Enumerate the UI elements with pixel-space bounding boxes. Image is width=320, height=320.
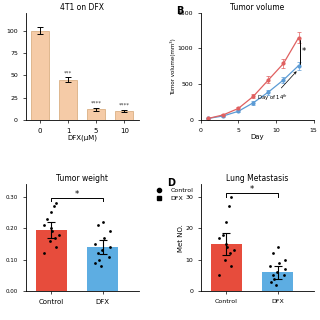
Point	[217, 235, 222, 240]
Point	[107, 254, 112, 259]
Point	[272, 276, 277, 281]
Point	[229, 194, 234, 199]
Point	[232, 248, 237, 253]
Point	[270, 273, 276, 278]
Point	[49, 210, 54, 215]
Point	[217, 273, 222, 278]
Point	[53, 244, 59, 250]
Text: *: *	[301, 47, 306, 56]
Text: D: D	[167, 178, 175, 188]
Point	[228, 263, 234, 268]
Point	[96, 222, 101, 228]
Point	[108, 229, 113, 234]
Point	[52, 235, 58, 240]
Point	[220, 232, 225, 237]
Text: *: *	[75, 190, 79, 199]
Text: ***: ***	[64, 70, 72, 75]
Point	[57, 232, 62, 237]
Legend: Control, DFX: Control, DFX	[151, 185, 196, 204]
Point	[282, 273, 287, 278]
Point	[227, 204, 232, 209]
Title: Tumor volume: Tumor volume	[230, 3, 284, 12]
Title: Lung Metastasis: Lung Metastasis	[226, 174, 288, 183]
Point	[271, 251, 276, 256]
Point	[49, 226, 54, 231]
Point	[98, 263, 103, 268]
Point	[102, 235, 107, 240]
Title: 4T1 on DFX: 4T1 on DFX	[60, 3, 104, 12]
Point	[54, 200, 59, 205]
Point	[277, 260, 282, 265]
Point	[273, 282, 278, 287]
Point	[97, 257, 102, 262]
Bar	[59, 80, 77, 120]
Text: Day of 14$^{th}$: Day of 14$^{th}$	[257, 72, 296, 103]
Point	[223, 257, 228, 262]
Point	[42, 251, 47, 256]
Point	[276, 244, 281, 250]
Point	[42, 222, 47, 228]
Point	[107, 244, 112, 250]
Point	[95, 251, 100, 256]
Bar	[31, 31, 49, 120]
Point	[45, 216, 50, 221]
Point	[282, 267, 287, 272]
Point	[93, 260, 98, 265]
Bar	[87, 109, 105, 120]
Point	[283, 257, 288, 262]
Point	[48, 238, 53, 244]
Text: ****: ****	[119, 103, 130, 108]
Bar	[211, 244, 242, 291]
Point	[224, 244, 229, 250]
Point	[274, 270, 279, 275]
Point	[224, 219, 229, 224]
Y-axis label: Met NO.: Met NO.	[178, 224, 184, 252]
Point	[92, 241, 97, 246]
Point	[268, 279, 273, 284]
Title: Tumor weight: Tumor weight	[56, 174, 108, 183]
Point	[49, 229, 54, 234]
Text: B: B	[176, 6, 183, 16]
Text: ****: ****	[91, 101, 102, 106]
Point	[101, 219, 106, 224]
Bar	[115, 111, 133, 120]
Bar	[36, 230, 67, 291]
Point	[52, 204, 57, 209]
Point	[224, 241, 229, 246]
Bar	[87, 247, 118, 291]
X-axis label: Day: Day	[250, 134, 264, 140]
Y-axis label: Tumor volume(mm³): Tumor volume(mm³)	[170, 38, 176, 95]
Point	[99, 248, 104, 253]
Bar	[262, 272, 293, 291]
Point	[228, 251, 233, 256]
X-axis label: DFX(μM): DFX(μM)	[67, 135, 97, 141]
Point	[267, 263, 272, 268]
Text: *: *	[250, 185, 254, 194]
